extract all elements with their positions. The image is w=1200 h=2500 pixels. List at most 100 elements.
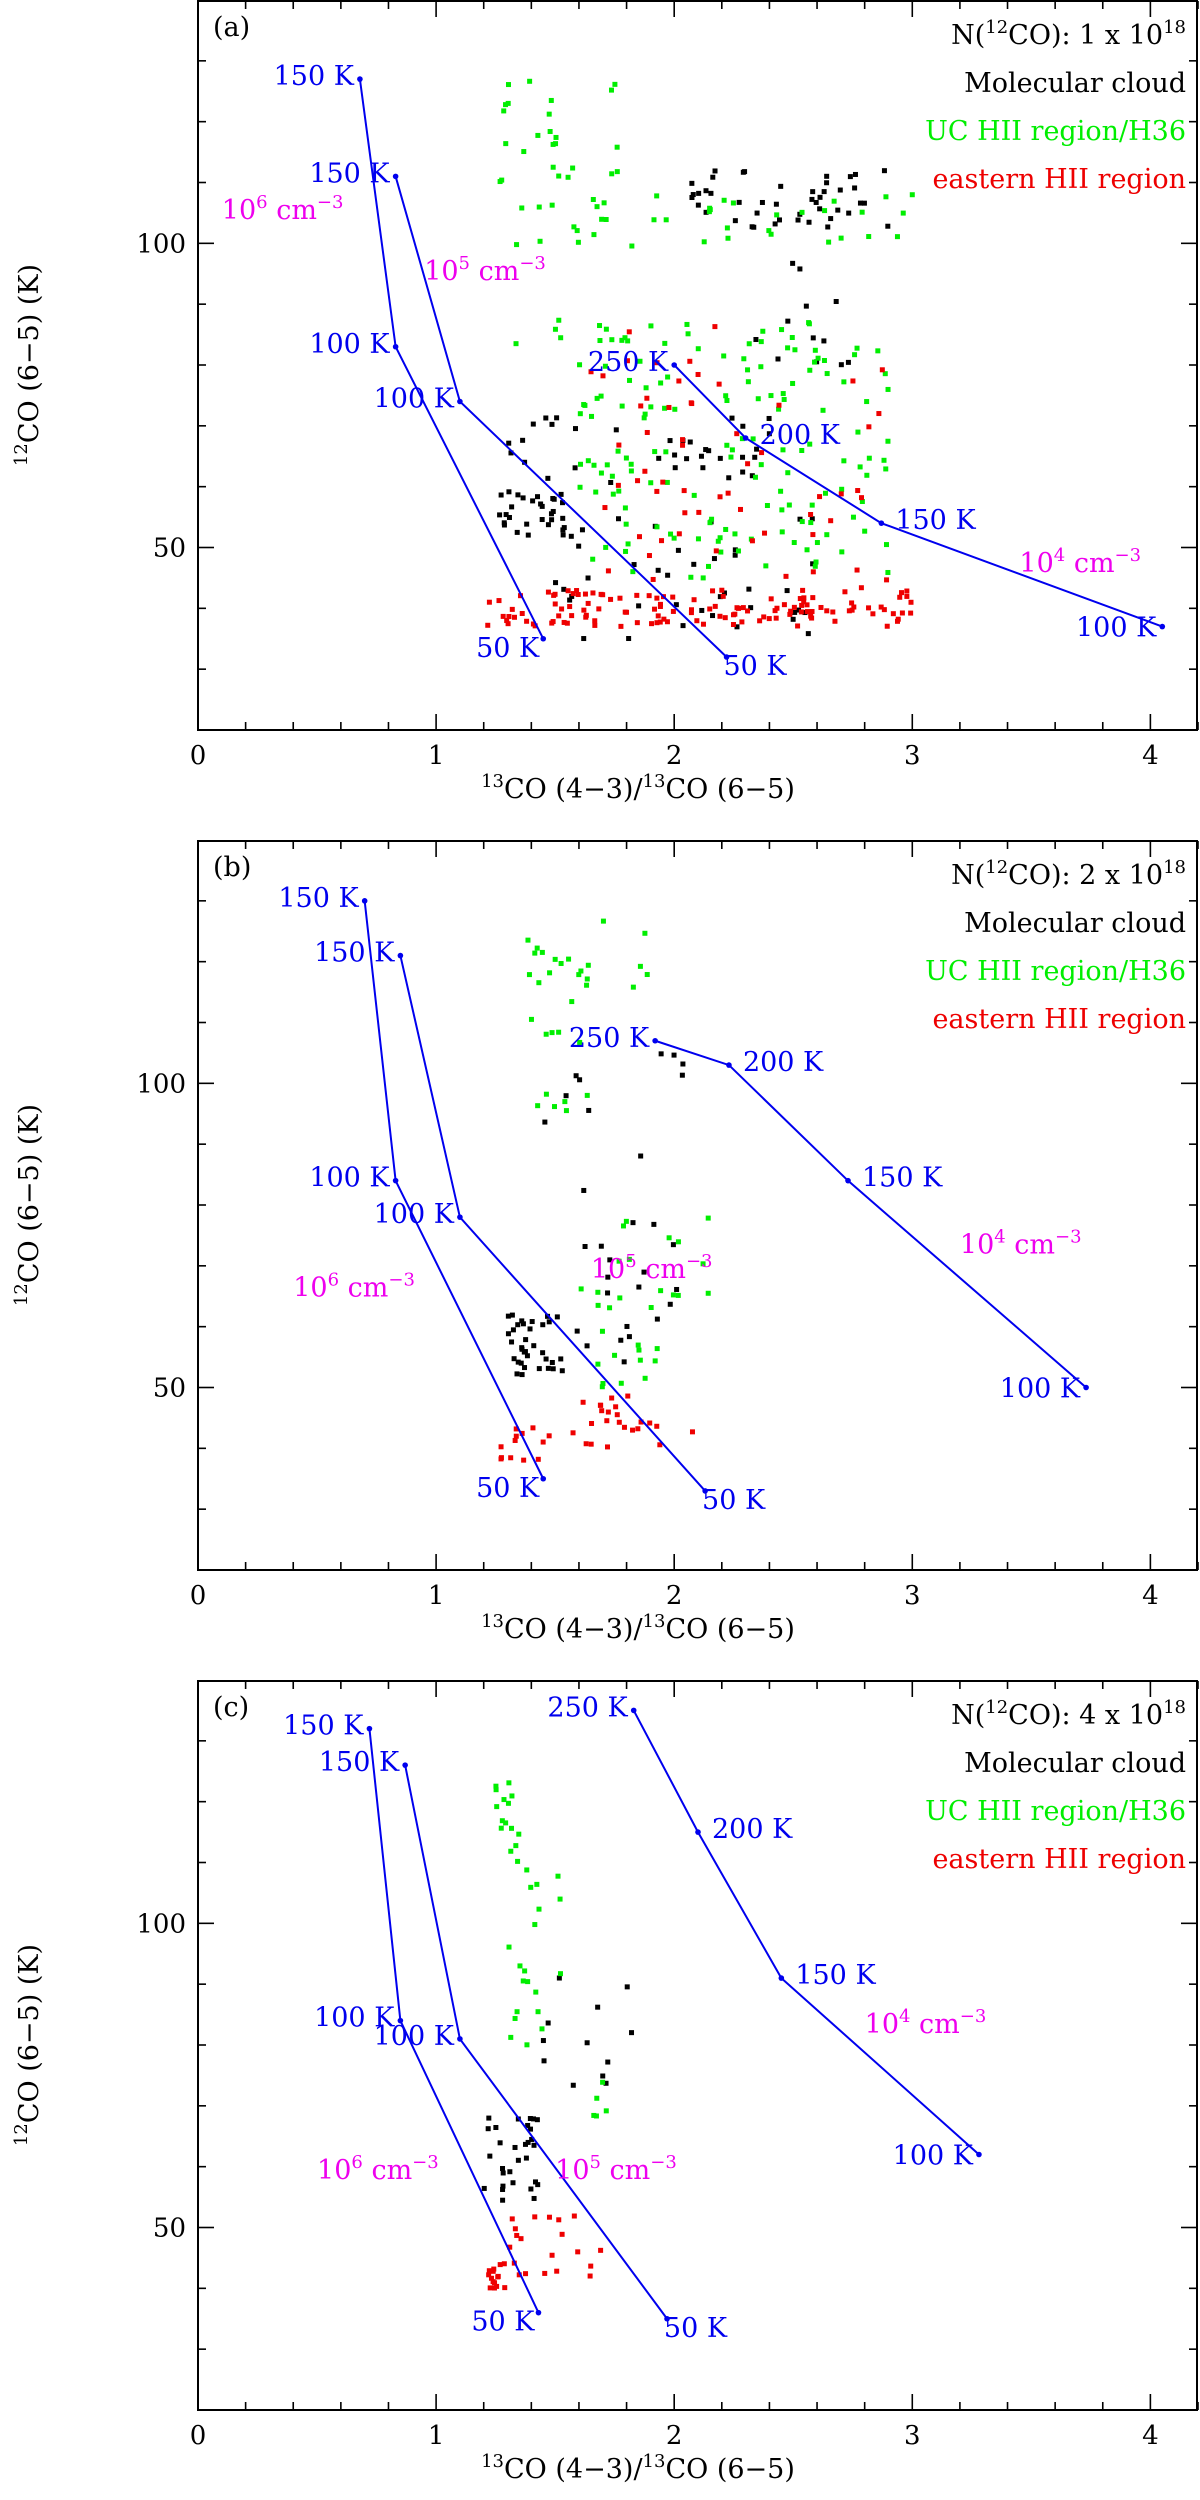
data-point xyxy=(729,447,735,453)
data-point xyxy=(498,1444,504,1450)
data-point xyxy=(717,535,723,541)
data-point xyxy=(857,464,863,470)
data-point xyxy=(636,534,642,540)
model-vertex xyxy=(742,435,749,441)
data-point xyxy=(695,536,701,542)
data-point xyxy=(563,1108,569,1114)
data-point xyxy=(525,937,531,943)
data-point xyxy=(799,519,805,525)
data-point xyxy=(599,1384,605,1390)
data-point xyxy=(876,411,882,417)
data-point xyxy=(560,532,566,538)
data-point xyxy=(700,465,706,471)
data-point xyxy=(503,102,509,108)
data-point xyxy=(651,217,657,223)
data-point xyxy=(565,588,571,594)
series-uc-hii-region-h36 xyxy=(497,78,915,581)
data-point xyxy=(583,612,589,618)
density-label: 105 cm−3 xyxy=(424,253,546,287)
data-point xyxy=(666,1235,672,1241)
legend-entry: Molecular cloud xyxy=(964,1748,1186,1779)
data-point xyxy=(528,2126,534,2132)
data-point xyxy=(626,1256,632,1262)
data-point xyxy=(501,1797,507,1803)
data-point xyxy=(808,512,814,518)
data-point xyxy=(584,1092,590,1098)
data-point xyxy=(688,400,694,406)
data-point xyxy=(654,1423,660,1429)
data-point xyxy=(732,611,738,617)
data-point xyxy=(603,2108,609,2114)
data-point xyxy=(533,1989,539,1995)
data-point xyxy=(526,972,532,978)
data-point xyxy=(637,358,643,364)
data-point xyxy=(593,489,599,495)
data-point xyxy=(624,358,630,364)
data-point xyxy=(515,1359,521,1365)
data-point xyxy=(625,1393,631,1399)
data-point xyxy=(820,407,826,413)
data-point xyxy=(570,165,576,171)
column-density-label: N(12CO): 2 x 1018 xyxy=(951,857,1186,891)
data-point xyxy=(672,465,678,471)
data-point xyxy=(821,189,827,195)
data-point xyxy=(817,494,823,500)
data-point xyxy=(652,1358,658,1364)
data-point xyxy=(810,189,816,195)
data-point xyxy=(822,208,828,214)
data-point xyxy=(497,512,503,518)
data-point xyxy=(507,2169,513,2175)
data-point xyxy=(826,239,832,245)
data-point xyxy=(599,1328,605,1334)
data-point xyxy=(509,1793,515,1799)
data-point xyxy=(885,386,891,392)
data-point xyxy=(595,2004,601,2010)
data-point xyxy=(746,586,752,592)
data-point xyxy=(574,228,580,234)
data-point xyxy=(783,573,789,579)
temperature-label: 150 K xyxy=(319,1747,400,1778)
data-point xyxy=(779,327,785,333)
data-point xyxy=(500,613,506,619)
temperature-label: 100 K xyxy=(893,2141,974,2172)
data-point xyxy=(656,455,662,461)
data-point xyxy=(501,2261,507,2267)
temperature-label: 200 K xyxy=(760,420,841,451)
data-point xyxy=(494,2283,500,2289)
data-point xyxy=(786,502,792,508)
data-point xyxy=(557,1896,563,1902)
data-point xyxy=(515,2157,521,2163)
data-point xyxy=(717,494,723,500)
data-point xyxy=(602,505,608,511)
data-point xyxy=(503,512,509,518)
data-point xyxy=(764,503,770,509)
model-curve xyxy=(394,176,728,658)
data-point xyxy=(635,1426,641,1432)
data-point xyxy=(505,1331,511,1337)
temperature-label: 50 K xyxy=(471,2307,535,2338)
data-point xyxy=(651,1221,657,1227)
data-point xyxy=(662,340,668,346)
data-point xyxy=(761,614,767,620)
data-point xyxy=(687,358,693,364)
data-point xyxy=(841,458,847,464)
data-point xyxy=(603,216,609,222)
y-tick-label: 100 xyxy=(136,229,186,259)
data-point xyxy=(825,224,831,230)
data-point xyxy=(572,426,578,432)
data-point xyxy=(542,1119,548,1125)
data-point xyxy=(841,379,847,385)
data-point xyxy=(549,202,555,208)
panel-label: (c) xyxy=(213,1692,249,1723)
data-point xyxy=(813,559,819,565)
temperature-label: 250 K xyxy=(547,1692,628,1723)
data-point xyxy=(558,1356,564,1362)
data-point xyxy=(817,194,823,200)
data-point xyxy=(852,352,858,358)
data-point xyxy=(654,1316,660,1322)
y-tick-label: 100 xyxy=(136,1069,186,1099)
data-point xyxy=(513,341,519,347)
temperature-label: 250 K xyxy=(569,1023,650,1054)
data-point xyxy=(512,2015,518,2021)
data-point xyxy=(807,441,813,447)
